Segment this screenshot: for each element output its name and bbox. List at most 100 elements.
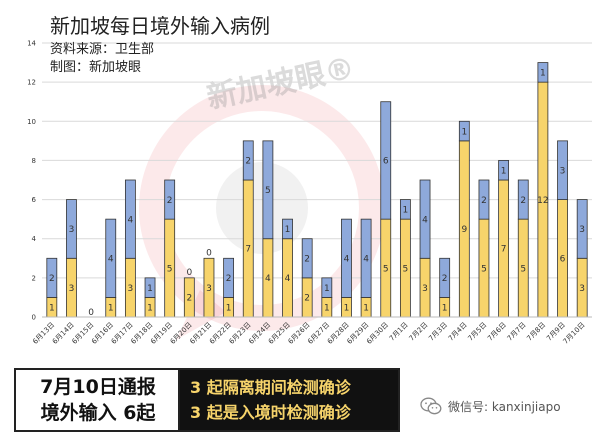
data-label: 1 xyxy=(108,303,114,313)
bar-segment xyxy=(301,238,313,279)
data-label: 2 xyxy=(245,157,251,167)
data-label: 1 xyxy=(540,69,546,79)
data-label: 5 xyxy=(403,264,409,274)
y-tick-label: 14 xyxy=(27,40,36,48)
data-label: 3 xyxy=(128,284,134,294)
zero-label: 0 xyxy=(206,248,212,258)
bar-segment xyxy=(498,160,510,181)
data-label: 2 xyxy=(226,274,232,284)
data-label: 1 xyxy=(501,166,507,176)
y-tick-label: 8 xyxy=(32,157,36,165)
data-label: 3 xyxy=(69,284,75,294)
data-label: 4 xyxy=(128,215,134,225)
data-label: 6 xyxy=(560,254,566,264)
data-label: 1 xyxy=(324,284,330,294)
x-tick-label: 6月30日 xyxy=(365,321,390,346)
chart-source: 资料来源：卫生部 xyxy=(50,42,154,57)
x-tick-label: 7月6日 xyxy=(486,321,508,343)
data-label: 3 xyxy=(206,284,212,294)
bar-segment xyxy=(144,277,156,298)
data-label: 2 xyxy=(442,274,448,284)
bars xyxy=(46,62,588,318)
wechat-credit: 微信号: kanxinjiapo xyxy=(420,396,561,416)
data-label: 2 xyxy=(49,274,55,284)
data-label: 7 xyxy=(501,245,507,255)
data-label: 5 xyxy=(520,264,526,274)
zero-label: 0 xyxy=(186,268,192,278)
data-label: 3 xyxy=(579,284,585,294)
announcement-count: 境外输入 6起 xyxy=(40,402,156,424)
data-label: 4 xyxy=(422,215,428,225)
x-tick-label: 7月10日 xyxy=(562,321,587,346)
bar-segment xyxy=(341,218,352,298)
bar-segment xyxy=(537,62,549,83)
data-label: 3 xyxy=(560,166,566,176)
breakdown-panel: 3 起隔离期间检测确诊 3 起是入境时检测确诊 xyxy=(178,368,400,432)
bar-segment xyxy=(399,199,411,220)
bar-segment xyxy=(66,199,77,259)
bar-segment xyxy=(321,277,333,298)
data-label: 12 xyxy=(537,196,548,206)
bar-segment xyxy=(262,140,274,240)
data-label: 2 xyxy=(481,196,487,206)
data-label: 4 xyxy=(108,254,114,264)
announcement-date: 7月10日通报 xyxy=(40,376,156,398)
data-label: 1 xyxy=(461,127,467,137)
wechat-icon xyxy=(420,397,442,415)
data-label: 1 xyxy=(147,284,153,294)
y-tick-label: 10 xyxy=(27,118,36,126)
breakdown-arrival: 3 起是入境时检测确诊 xyxy=(190,403,351,422)
bar-segment xyxy=(46,257,58,298)
data-label: 1 xyxy=(226,303,232,313)
data-label: 1 xyxy=(403,206,409,216)
y-tick-label: 12 xyxy=(27,79,36,87)
data-label: 2 xyxy=(167,196,173,206)
data-label: 3 xyxy=(579,225,585,235)
wechat-id: 微信号: kanxinjiapo xyxy=(448,399,561,414)
data-label: 1 xyxy=(363,303,369,313)
data-label: 2 xyxy=(304,294,310,304)
bar-segment xyxy=(380,101,392,220)
bar-segment xyxy=(419,179,431,259)
data-label: 6 xyxy=(383,157,389,167)
chart-credit: 制图：新加坡眼 xyxy=(50,59,141,75)
data-label: 2 xyxy=(304,254,310,264)
x-tick-label: 7月4日 xyxy=(447,321,469,343)
x-tick-label: 7月3日 xyxy=(427,321,449,343)
bar-segment xyxy=(557,140,568,200)
data-label: 7 xyxy=(245,245,251,255)
x-tick-label: 7月7日 xyxy=(506,321,528,343)
data-label: 5 xyxy=(265,186,271,196)
data-label: 2 xyxy=(520,196,526,206)
y-tick-label: 4 xyxy=(32,235,37,243)
bar-segment xyxy=(282,218,293,240)
data-label: 1 xyxy=(147,303,153,313)
data-label: 1 xyxy=(49,303,55,313)
y-tick-label: 0 xyxy=(32,314,36,322)
bar-segment xyxy=(439,257,451,298)
data-label: 1 xyxy=(344,303,350,313)
y-tick-label: 6 xyxy=(32,196,37,204)
data-label: 4 xyxy=(265,274,271,284)
data-label: 1 xyxy=(442,303,448,313)
data-label: 2 xyxy=(186,294,192,304)
bar-segment xyxy=(478,179,490,220)
breakdown-quarantine: 3 起隔离期间检测确诊 xyxy=(190,378,351,397)
watermark-head xyxy=(216,162,308,254)
y-tick-label: 2 xyxy=(32,274,36,282)
bar-segment xyxy=(124,179,136,259)
data-label: 5 xyxy=(167,264,173,274)
x-tick-label: 7月2日 xyxy=(408,321,430,343)
data-label: 5 xyxy=(383,264,389,274)
bar-segment xyxy=(223,257,235,298)
bar-segment xyxy=(360,218,372,298)
watermark-ring xyxy=(139,85,385,331)
x-tick-label: 7月1日 xyxy=(388,321,410,343)
data-label: 4 xyxy=(344,254,350,264)
data-label: 1 xyxy=(285,225,291,235)
data-label: 3 xyxy=(422,284,428,294)
data-label: 4 xyxy=(285,274,291,284)
data-label: 5 xyxy=(481,264,487,274)
